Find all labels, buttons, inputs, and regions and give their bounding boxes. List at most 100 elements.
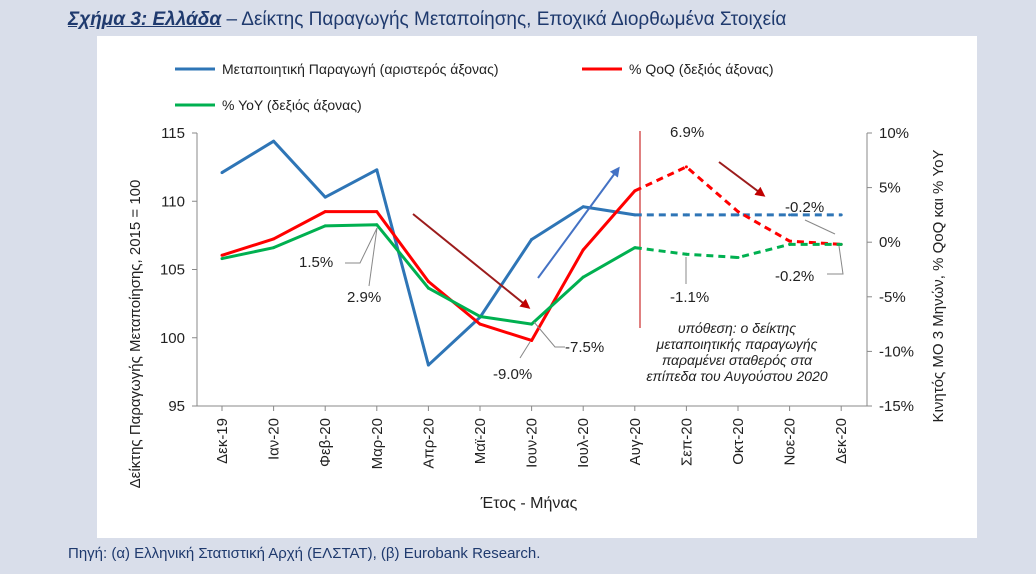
callout-0-2-top: -0.2% <box>785 199 824 216</box>
assumption-note: υπόθεση: ο δείκτης μεταποιητικής παραγωγ… <box>646 320 827 384</box>
callout-leader-9-0 <box>519 341 531 359</box>
x-tick-label: Αυγ-20 <box>627 418 644 465</box>
figure-title-rest: – Δείκτης Παραγωγής Μεταποίησης, Εποχικά… <box>221 9 787 30</box>
legend-label-yoy: % YoY (δεξιός άξονας) <box>222 97 362 113</box>
chart-svg: Μεταποιητική Παραγωγή (αριστερός άξονας)… <box>127 61 947 512</box>
series-point-yoy <box>426 286 430 290</box>
series-point-production <box>220 171 224 175</box>
series-point-yoy <box>272 246 276 250</box>
series-point-production <box>426 363 430 367</box>
note-line-1: υπόθεση: ο δείκτης <box>678 320 796 336</box>
x-tick-label: Μαϊ-20 <box>472 418 489 464</box>
series-point-qoq <box>272 237 276 241</box>
x-tick-label: Σεπ-20 <box>678 418 695 466</box>
note-line-3: παραμένει σταθερός στα <box>662 352 813 368</box>
x-tick-label: Δεκ-20 <box>833 418 850 464</box>
series-point-production <box>272 139 276 143</box>
series-point-production <box>323 195 327 199</box>
callout-leader-2-9 <box>368 227 378 287</box>
series-point-qoq <box>375 210 379 214</box>
series-point-production <box>788 213 792 217</box>
series-point-yoy <box>581 275 585 279</box>
series-point-yoy <box>788 242 792 246</box>
series-point-yoy <box>220 257 224 261</box>
callout-6-9: 6.9% <box>670 124 704 141</box>
left-tick-label: 95 <box>168 398 185 415</box>
x-tick-label: Φεβ-20 <box>317 418 334 467</box>
right-tick-label: -5% <box>879 289 906 306</box>
x-tick-label: Μαρ-20 <box>369 418 386 469</box>
series-line-yoy <box>221 223 636 326</box>
note-line-4: επίπεδα του Αυγούστου 2020 <box>646 368 827 384</box>
right-tick-label: 0% <box>879 234 901 251</box>
right-axis-ticks: -15% -10% -5% 0% 5% 10% <box>867 125 914 415</box>
series-point-qoq <box>426 280 430 284</box>
x-tick-label: Οκτ-20 <box>730 418 747 465</box>
callout-1-5: 1.5% <box>299 254 333 271</box>
series-point-qoq <box>220 253 224 257</box>
series-point-production <box>736 213 740 217</box>
x-axis-ticks: Δεκ-19 Ιαν-20 Φεβ-20 Μαρ-20 Απρ-20 Μαϊ-20 Ιουν… <box>214 406 850 469</box>
callout-leader-0-2-top <box>804 219 836 235</box>
callout-0-2-bottom: -0.2% <box>775 268 814 285</box>
callout-9-0: -9.0% <box>493 366 532 383</box>
series-point-yoy <box>478 314 482 318</box>
left-axis-ticks: 95 100 105 110 115 <box>160 125 197 415</box>
series-layer <box>220 139 843 367</box>
series-point-yoy <box>530 322 534 326</box>
legend-label-qoq: % QoQ (δεξιός άξονας) <box>629 61 774 77</box>
series-point-qoq <box>581 248 585 252</box>
up-arrow-summer <box>537 166 620 279</box>
callout-7-5: -7.5% <box>565 339 604 356</box>
series-point-production <box>530 237 534 241</box>
x-axis-title: Έτος - Μήνας <box>480 495 578 512</box>
legend: Μεταποιητική Παραγωγή (αριστερός άξονας)… <box>175 61 774 113</box>
left-tick-label: 105 <box>160 262 185 279</box>
left-axis-title: Δείκτης Παραγωγής Μεταποίησης, 2015 = 10… <box>127 180 144 489</box>
callout-leader-0-2-bottom <box>827 245 844 275</box>
series-point-qoq <box>684 165 688 169</box>
x-tick-label: Νοε-20 <box>782 418 799 466</box>
series-point-yoy <box>839 242 843 246</box>
right-tick-label: -10% <box>879 343 914 360</box>
series-point-qoq <box>323 210 327 214</box>
callout-1-1: -1.1% <box>670 289 709 306</box>
series-point-yoy <box>633 246 637 250</box>
series-line-production <box>221 139 636 367</box>
x-tick-label: Απρ-20 <box>420 418 437 469</box>
series-point-production <box>839 213 843 217</box>
callout-leader-7-5 <box>533 321 565 348</box>
legend-label-production: Μεταποιητική Παραγωγή (αριστερός άξονας) <box>222 61 499 77</box>
series-point-qoq <box>633 189 637 193</box>
series-point-production <box>375 168 379 172</box>
series-point-yoy <box>736 255 740 259</box>
series-point-qoq <box>736 210 740 214</box>
series-point-yoy <box>323 224 327 228</box>
x-tick-label: Ιουλ-20 <box>575 418 592 468</box>
figure-title-lead: Σχήμα 3: Ελλάδα <box>68 9 222 30</box>
series-point-production <box>581 205 585 209</box>
right-axis-title: Κινητός ΜΟ 3 Μηνών, % QoQ και % YoY <box>930 150 947 423</box>
right-tick-label: 10% <box>879 125 909 142</box>
note-line-2: μεταποιητικής παραγωγής <box>656 336 818 352</box>
left-tick-label: 115 <box>161 125 185 142</box>
series-point-yoy <box>684 252 688 256</box>
x-tick-label: Ιαν-20 <box>266 418 283 460</box>
left-tick-label: 110 <box>161 193 185 210</box>
x-tick-label: Ιουν-20 <box>524 418 541 468</box>
down-arrow-autumn <box>718 161 766 197</box>
right-tick-label: 5% <box>879 180 901 197</box>
series-point-production <box>633 213 637 217</box>
series-point-qoq <box>478 322 482 326</box>
x-tick-label: Δεκ-19 <box>214 418 231 464</box>
down-arrow-spring <box>412 213 531 309</box>
series-point-production <box>684 213 688 217</box>
series-forecast-yoy <box>634 242 842 259</box>
series-point-qoq <box>530 338 534 342</box>
series-point-qoq <box>788 239 792 243</box>
callout-2-9: 2.9% <box>347 289 381 306</box>
callout-leader-1-5 <box>345 227 378 264</box>
series-point-yoy <box>375 223 379 227</box>
right-tick-label: -15% <box>879 398 914 415</box>
source-note: Πηγή: (α) Ελληνική Στατιστική Αρχή (ΕΛΣΤ… <box>68 545 541 562</box>
